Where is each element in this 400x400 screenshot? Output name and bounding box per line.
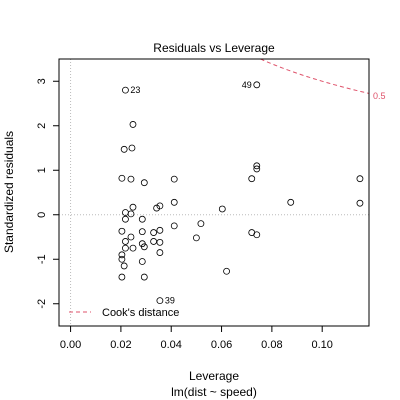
data-point — [192, 234, 200, 242]
y-tick-label: 0 — [36, 212, 48, 218]
data-point — [223, 267, 230, 275]
data-point — [129, 203, 137, 211]
data-point — [356, 199, 364, 207]
data-point — [118, 227, 126, 235]
x-tick-label: 0.08 — [261, 339, 282, 351]
cooks-distance-curves — [260, 58, 370, 94]
data-point — [118, 273, 126, 281]
data-point — [253, 81, 261, 89]
data-point — [127, 175, 135, 183]
chart-title: Residuals vs Leverage — [153, 41, 275, 55]
data-point — [129, 121, 137, 128]
point-label: 39 — [165, 296, 175, 306]
data-point — [138, 228, 146, 236]
data-point — [122, 86, 129, 94]
y-tick-label: 3 — [36, 78, 48, 84]
data-point — [156, 297, 164, 305]
x-tick-label: 0.04 — [161, 339, 182, 351]
legend: Cook's distance — [69, 307, 179, 319]
data-point — [170, 175, 178, 183]
data-point — [253, 162, 261, 170]
x-axis-subtitle: lm(dist ~ speed) — [171, 385, 257, 399]
data-point — [120, 262, 128, 270]
y-axis-label: Standardized residuals — [2, 131, 16, 253]
data-point — [287, 198, 295, 206]
data-point — [170, 222, 178, 230]
data-point — [122, 238, 129, 245]
data-point — [138, 258, 146, 265]
y-tick-label: -2 — [36, 299, 48, 309]
data-point — [128, 144, 136, 152]
x-tick-label: 0.00 — [60, 339, 81, 351]
y-axis: -2 -1 0 1 2 3 — [36, 78, 60, 309]
data-point — [129, 244, 137, 252]
data-point — [170, 198, 178, 206]
point-labels: 23 49 39 — [130, 80, 251, 306]
data-point — [253, 231, 261, 239]
data-point — [156, 249, 164, 256]
y-tick-label: 2 — [36, 123, 48, 129]
point-label: 23 — [130, 85, 140, 95]
data-point — [156, 202, 164, 210]
cooks-contour-label: 0.5 — [373, 91, 386, 101]
data-point — [127, 233, 135, 241]
data-point — [118, 174, 126, 182]
x-axis-label: Leverage — [189, 369, 239, 383]
data-point — [118, 255, 126, 263]
data-point — [120, 145, 128, 153]
data-point — [156, 226, 164, 234]
data-point — [197, 220, 205, 228]
y-tick-label: 1 — [36, 167, 48, 173]
data-point — [248, 175, 256, 183]
data-point — [150, 229, 158, 236]
data-points — [118, 81, 364, 305]
data-point — [122, 244, 129, 252]
data-point — [253, 165, 261, 173]
legend-label: Cook's distance — [102, 307, 179, 319]
data-point — [118, 251, 126, 259]
data-point — [150, 238, 158, 245]
data-point — [356, 175, 364, 183]
data-point — [140, 243, 148, 251]
plot-area-frame — [58, 58, 370, 327]
data-point — [156, 238, 164, 246]
x-tick-label: 0.06 — [211, 339, 232, 351]
cooks-distance-contour-upper — [260, 58, 370, 94]
data-point — [138, 215, 146, 223]
x-tick-label: 0.02 — [110, 339, 131, 351]
reference-lines — [59, 59, 369, 326]
data-point — [127, 210, 135, 218]
x-axis: 0.00 0.02 0.04 0.06 0.08 0.10 — [60, 325, 333, 351]
y-tick-label: -1 — [36, 254, 48, 264]
data-point — [122, 215, 129, 223]
x-tick-label: 0.10 — [311, 339, 332, 351]
data-point — [140, 273, 148, 281]
point-label: 49 — [242, 80, 252, 90]
data-point — [140, 179, 148, 187]
data-point — [218, 205, 226, 213]
